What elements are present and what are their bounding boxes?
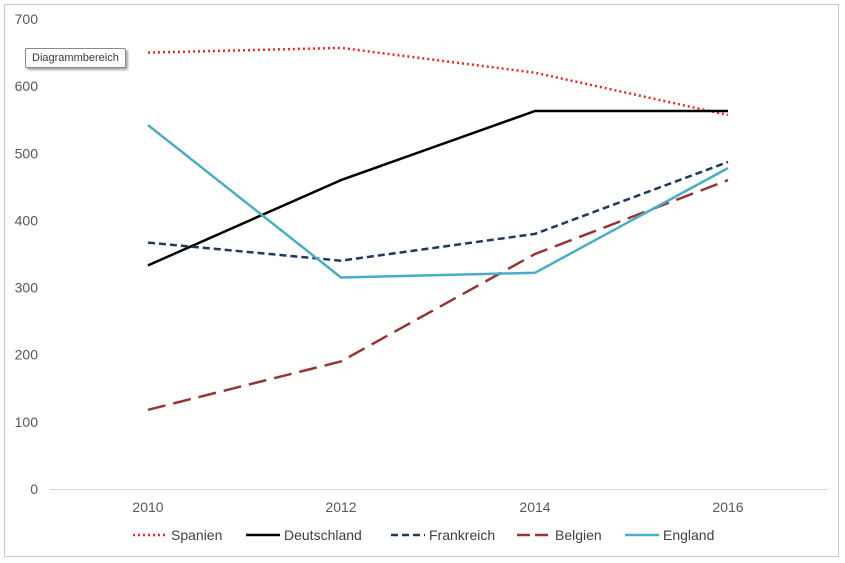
y-tick-label: 700 <box>15 11 39 27</box>
chart-area-tooltip: Diagrammbereich <box>25 48 126 68</box>
x-tick-label: 2010 <box>132 499 163 515</box>
legend-label-deutschland: Deutschland <box>284 527 362 543</box>
x-axis-tick-labels: 2010 2012 2014 2016 <box>132 499 743 515</box>
legend-label-england: England <box>663 527 714 543</box>
y-tick-label: 600 <box>15 78 39 94</box>
y-tick-label: 0 <box>30 481 38 497</box>
y-axis-tick-labels: 0 100 200 300 400 500 600 700 <box>15 11 39 497</box>
series-line-frankreich <box>147 160 729 262</box>
series-line-spanien <box>147 46 729 117</box>
legend-label-spanien: Spanien <box>171 527 222 543</box>
legend-label-belgien: Belgien <box>555 527 602 543</box>
chart-area[interactable] <box>4 4 839 557</box>
series-line-belgien <box>147 178 729 412</box>
series-line-england <box>147 124 729 279</box>
x-tick-label: 2012 <box>325 499 356 515</box>
series-layer <box>147 46 729 412</box>
legend-label-frankreich: Frankreich <box>429 527 495 543</box>
series-line-deutschland <box>147 109 728 267</box>
y-tick-label: 100 <box>15 414 39 430</box>
y-tick-label: 300 <box>15 280 39 296</box>
y-tick-label: 500 <box>15 145 39 161</box>
x-tick-label: 2016 <box>712 499 743 515</box>
x-tick-label: 2014 <box>519 499 550 515</box>
y-tick-label: 400 <box>15 212 39 228</box>
y-tick-label: 200 <box>15 347 39 363</box>
legend[interactable]: Spanien Deutschland Frankreich Belgien Engla… <box>133 527 714 543</box>
